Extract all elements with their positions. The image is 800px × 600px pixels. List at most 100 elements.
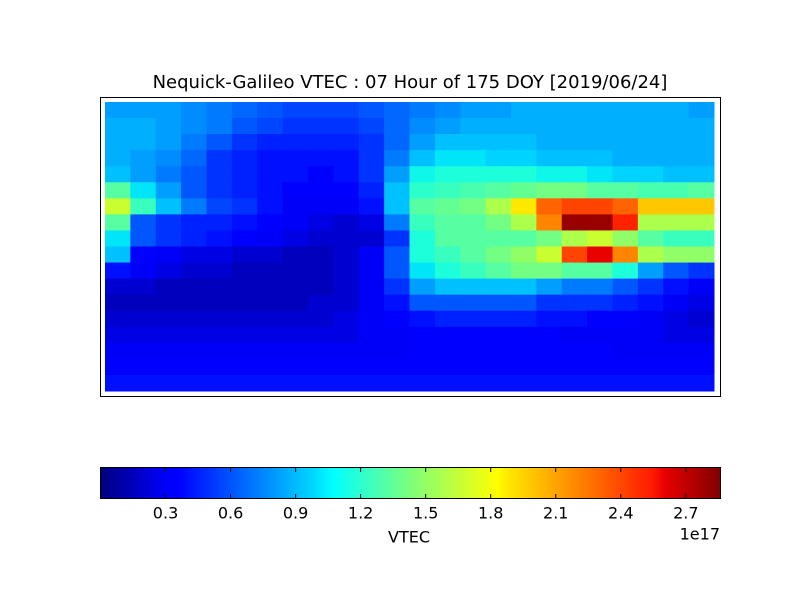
cell xyxy=(206,310,233,328)
cell xyxy=(105,278,131,296)
cell xyxy=(688,294,715,312)
cell xyxy=(308,230,334,247)
cell xyxy=(130,102,157,119)
cell xyxy=(181,102,207,119)
cell xyxy=(460,198,487,215)
cell xyxy=(637,294,664,312)
cell xyxy=(181,342,207,360)
cell xyxy=(409,358,436,376)
cell xyxy=(460,374,487,392)
cell xyxy=(434,374,461,392)
cell xyxy=(282,198,309,215)
cell xyxy=(663,342,690,360)
cell xyxy=(257,166,284,183)
cell xyxy=(637,326,664,344)
cell xyxy=(130,182,157,199)
cell xyxy=(485,134,512,151)
cell xyxy=(231,294,258,312)
cell xyxy=(663,310,690,328)
cell xyxy=(637,358,664,376)
cell xyxy=(231,118,258,135)
cell xyxy=(257,294,284,312)
cell xyxy=(485,326,512,344)
cell xyxy=(511,246,537,264)
cell xyxy=(663,182,690,199)
cell xyxy=(358,294,385,312)
cell xyxy=(663,214,690,231)
cell xyxy=(105,166,131,183)
cell xyxy=(181,278,207,296)
cell xyxy=(688,262,715,280)
cell xyxy=(688,358,715,376)
cell xyxy=(130,342,157,360)
cell xyxy=(308,310,334,328)
cell xyxy=(206,102,233,119)
cell xyxy=(155,310,182,328)
cell xyxy=(460,102,487,119)
cell xyxy=(231,278,258,296)
cell xyxy=(358,214,385,231)
cell xyxy=(637,198,664,215)
cell xyxy=(409,342,436,360)
cell xyxy=(206,262,233,280)
cell xyxy=(460,214,487,231)
cell xyxy=(460,118,487,135)
cell xyxy=(384,342,410,360)
colorbar-axis: 0.3 0.6 0.9 1.2 1.5 1.8 2.1 2.4 2.7 xyxy=(153,467,699,523)
cell xyxy=(688,182,715,199)
tick-label: 0.9 xyxy=(283,504,308,523)
cell xyxy=(333,134,360,151)
cell xyxy=(282,102,309,119)
cell xyxy=(333,326,360,344)
cell xyxy=(181,214,207,231)
cell xyxy=(105,230,131,247)
cell xyxy=(105,310,131,328)
cell xyxy=(434,358,461,376)
cell xyxy=(308,358,334,376)
cell xyxy=(130,262,157,280)
cell xyxy=(688,310,715,328)
cell xyxy=(257,342,284,360)
cell xyxy=(434,294,461,312)
cell xyxy=(257,358,284,376)
cell xyxy=(105,102,131,119)
cell xyxy=(460,262,487,280)
cell xyxy=(561,310,588,328)
cell xyxy=(637,166,664,183)
cell xyxy=(384,358,410,376)
cell xyxy=(105,374,131,392)
cell xyxy=(511,134,537,151)
cell xyxy=(637,182,664,199)
offset-label: 1e17 xyxy=(680,525,720,544)
cell xyxy=(130,246,157,264)
cell xyxy=(587,230,613,247)
cell xyxy=(460,342,487,360)
cell xyxy=(561,214,588,231)
cell xyxy=(181,294,207,312)
cell xyxy=(485,102,512,119)
cell xyxy=(130,294,157,312)
tick-label: 0.6 xyxy=(218,504,243,523)
cell xyxy=(536,326,563,344)
cell xyxy=(612,134,639,151)
cell xyxy=(663,150,690,167)
cell xyxy=(231,342,258,360)
cell xyxy=(460,182,487,199)
cell xyxy=(688,198,715,215)
cell xyxy=(688,166,715,183)
cell xyxy=(384,230,410,247)
cell xyxy=(511,214,537,231)
cell xyxy=(181,310,207,328)
cell xyxy=(155,102,182,119)
tick-label: 2.1 xyxy=(543,504,568,523)
cell xyxy=(282,246,309,264)
cell xyxy=(282,278,309,296)
cell xyxy=(561,246,588,264)
cell xyxy=(612,150,639,167)
cell xyxy=(612,326,639,344)
cell xyxy=(206,230,233,247)
cell xyxy=(105,150,131,167)
cell xyxy=(358,118,385,135)
cell xyxy=(612,198,639,215)
tick-label: 2.4 xyxy=(608,504,633,523)
